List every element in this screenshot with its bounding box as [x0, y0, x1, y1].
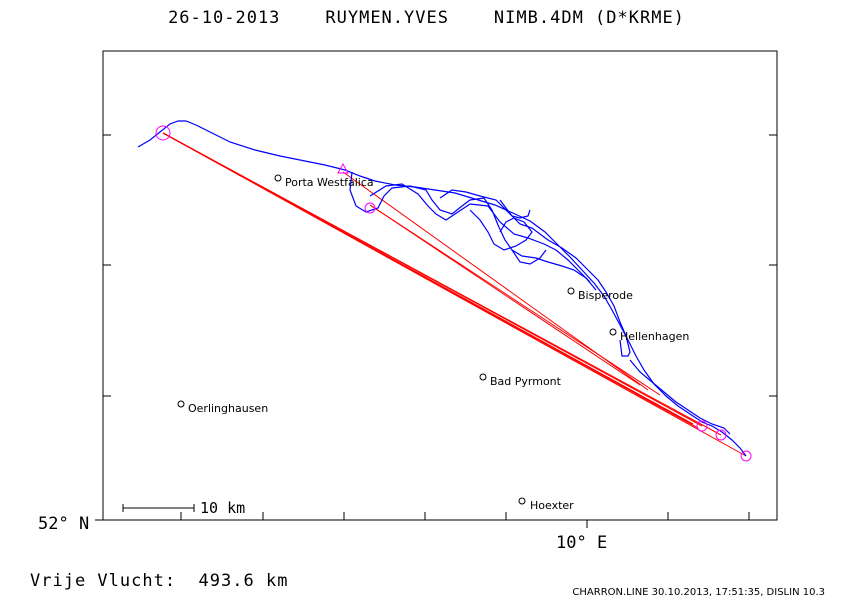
task-legs [162, 132, 747, 457]
start-point [155, 125, 171, 141]
bad-pyrmont-marker [479, 373, 487, 381]
turnpoint-2 [715, 429, 727, 441]
finish-point [740, 450, 752, 462]
axis-ticks [95, 134, 777, 528]
place-label-bisperode: Bisperode [578, 289, 633, 302]
bisperode-marker [567, 287, 575, 295]
pilot-name: RUYMEN.YVES [325, 8, 449, 28]
hoexter-marker [518, 497, 526, 505]
hellenhagen-marker [609, 328, 617, 336]
turnpoint-4 [337, 162, 349, 174]
place-markers [177, 174, 617, 505]
place-label-porta-westfalica: Porta Westfalica [285, 176, 374, 189]
longitude-label: 10° E [556, 533, 608, 553]
flight-date: 26-10-2013 [168, 8, 281, 28]
turnpoints [155, 125, 752, 462]
place-label-oerlinghausen: Oerlinghausen [188, 402, 269, 415]
place-label-hoexter: Hoexter [530, 499, 574, 512]
place-label-bad-pyrmont: Bad Pyrmont [490, 375, 561, 388]
oerlinghausen-marker [177, 400, 185, 408]
free-flight-distance: Vrije Vlucht: 493.6 km [30, 571, 288, 591]
porta-westfalica-marker [274, 174, 282, 182]
footer-credit: CHARRON.LINE 30.10.2013, 17:51:35, DISLI… [572, 587, 825, 598]
latitude-label: 52° N [38, 514, 90, 534]
flight-track [137, 120, 747, 457]
glider-name: NIMB.4DM (D*KRME) [493, 8, 685, 28]
distance-value: 493.6 km [198, 571, 289, 591]
map-frame [102, 50, 778, 521]
page-title: 26-10-2013 RUYMEN.YVES NIMB.4DM (D*KRME) [0, 8, 853, 28]
turnpoint-3 [364, 202, 376, 214]
scale-bar [122, 504, 195, 512]
place-label-hellenhagen: Hellenhagen [620, 330, 690, 343]
turnpoint-1 [696, 420, 708, 432]
distance-label: Vrije Vlucht: [30, 571, 177, 591]
scale-label: 10 km [200, 499, 246, 517]
